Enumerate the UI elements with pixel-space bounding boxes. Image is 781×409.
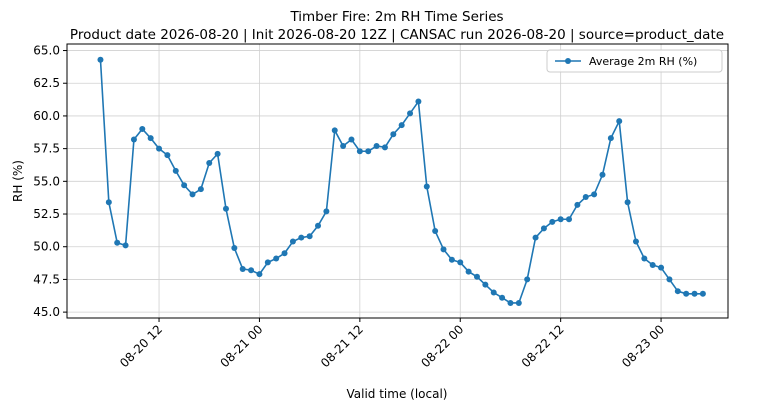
point: [164, 152, 171, 159]
point: [482, 281, 489, 288]
point: [549, 218, 556, 225]
y-tick-label: 62.5: [33, 76, 60, 90]
point: [490, 289, 497, 296]
point: [315, 222, 322, 229]
point: [97, 56, 104, 63]
x-tick-label: 08-21 00: [218, 322, 266, 370]
point: [130, 136, 137, 143]
y-tick-label: 60.0: [33, 109, 60, 123]
legend-label: Average 2m RH (%): [589, 55, 697, 68]
point: [641, 255, 648, 262]
legend-box: [546, 49, 723, 73]
y-tick-label: 55.0: [33, 174, 60, 188]
point: [432, 228, 439, 235]
point: [398, 122, 405, 129]
point: [632, 238, 639, 245]
point: [566, 216, 573, 223]
point: [105, 199, 112, 206]
y-tick-label: 47.5: [33, 272, 60, 286]
point: [699, 290, 706, 297]
point: [574, 201, 581, 208]
chart-title: Timber Fire: 2m RH Time Series: [289, 9, 503, 25]
point: [591, 191, 598, 198]
point: [189, 191, 196, 198]
point: [356, 148, 363, 155]
point: [348, 136, 355, 143]
point: [381, 144, 388, 151]
y-tick-label: 57.5: [33, 142, 60, 156]
point: [289, 238, 296, 245]
y-tick-label: 45.0: [33, 305, 60, 319]
point: [448, 256, 455, 263]
point: [139, 126, 146, 133]
point: [206, 160, 213, 167]
point: [674, 288, 681, 295]
point: [390, 131, 397, 138]
x-tick-label: 08-22 00: [418, 322, 466, 370]
point: [540, 225, 547, 232]
point: [457, 259, 464, 266]
point: [331, 127, 338, 134]
y-axis-label: RH (%): [11, 160, 25, 202]
point: [415, 98, 422, 105]
point: [197, 186, 204, 193]
point: [156, 145, 163, 152]
point: [214, 150, 221, 157]
point: [524, 276, 531, 283]
point: [423, 183, 430, 190]
point: [239, 265, 246, 272]
point: [532, 234, 539, 241]
point: [122, 242, 129, 249]
chart-subtitle: Product date 2026-08-20 | Init 2026-08-2…: [70, 27, 724, 43]
y-tick-label: 50.0: [33, 240, 60, 254]
point: [264, 259, 271, 266]
point: [683, 290, 690, 297]
point: [323, 208, 330, 215]
point: [473, 273, 480, 280]
point: [624, 199, 631, 206]
point: [599, 171, 606, 178]
point: [172, 167, 179, 174]
point: [465, 268, 472, 275]
point: [306, 233, 313, 240]
point: [365, 148, 372, 155]
point: [231, 245, 238, 252]
x-tick-label: 08-23 00: [619, 322, 667, 370]
x-tick-label: 08-21 12: [318, 322, 366, 370]
point: [407, 110, 414, 117]
point: [147, 135, 154, 142]
point: [298, 234, 305, 241]
point: [557, 216, 564, 223]
point: [658, 264, 665, 271]
x-tick-label: 08-20 12: [117, 322, 165, 370]
point: [248, 267, 255, 274]
point: [373, 143, 380, 150]
point: [582, 194, 589, 201]
point: [499, 294, 506, 301]
y-tick-label: 52.5: [33, 207, 60, 221]
x-axis-label: Valid time (local): [347, 387, 448, 401]
point: [666, 276, 673, 283]
x-tick-label: 08-22 12: [519, 322, 567, 370]
point: [114, 239, 121, 246]
point: [222, 205, 229, 212]
plot-frame: [66, 43, 729, 319]
point: [616, 118, 623, 125]
point: [273, 255, 280, 262]
point: [440, 246, 447, 253]
point: [691, 290, 698, 297]
point: [281, 250, 288, 257]
y-tick-label: 65.0: [33, 44, 60, 58]
point: [607, 135, 614, 142]
point: [181, 182, 188, 189]
point: [340, 143, 347, 150]
point: [515, 299, 522, 306]
point: [256, 271, 263, 278]
point: [649, 262, 656, 269]
point: [507, 299, 514, 306]
legend-marker: [565, 58, 571, 64]
